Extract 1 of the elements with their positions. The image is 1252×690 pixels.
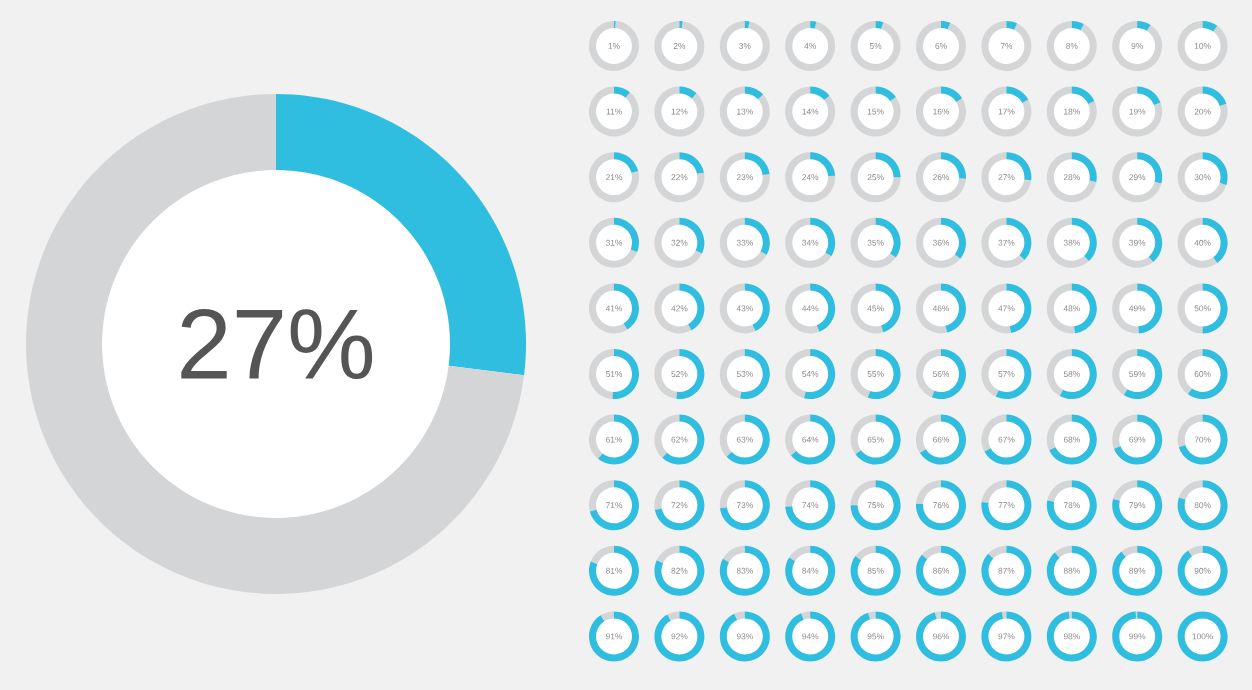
text: 27% bbox=[181, 308, 373, 380]
